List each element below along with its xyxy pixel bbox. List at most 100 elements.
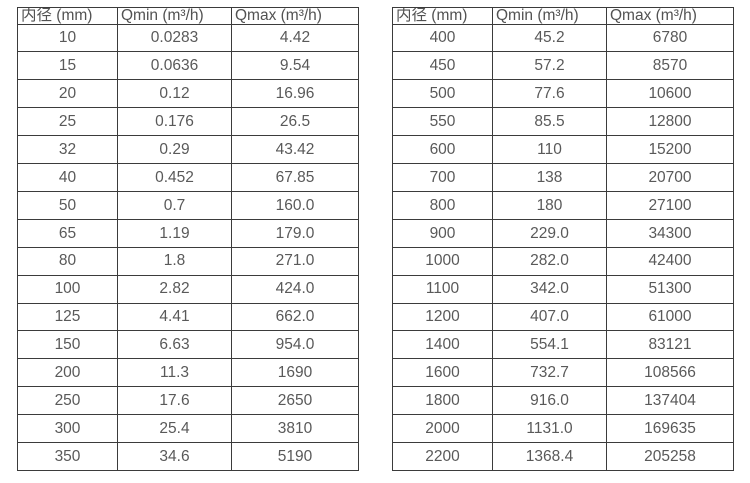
table-cell: 732.7 — [492, 358, 607, 388]
table-cell: 150 — [17, 330, 118, 360]
table-cell: 271.0 — [231, 246, 359, 276]
table-cell: 0.12 — [117, 79, 232, 109]
flow-table-left-header: 内径 (mm) Qmin (m³/h) Qmax (m³/h) — [17, 7, 359, 25]
table-row: 600 110 15200 — [392, 135, 734, 165]
table-cell: 1100 — [392, 274, 493, 304]
table-cell: 83121 — [606, 330, 734, 360]
table-row: 2000 1131.0 169635 — [392, 414, 734, 444]
table-cell: 80 — [17, 246, 118, 276]
table-cell: 25 — [17, 107, 118, 137]
table-row: 100 2.82 424.0 — [17, 274, 359, 304]
table-row: 50 0.7 160.0 — [17, 190, 359, 220]
table-row: 1000 282.0 42400 — [392, 246, 734, 276]
table-row: 40 0.452 67.85 — [17, 163, 359, 192]
col-header-qmax: Qmax (m³/h) — [606, 7, 734, 25]
flow-table-left: 内径 (mm) Qmin (m³/h) Qmax (m³/h) 10 0.0283… — [17, 7, 359, 471]
table-cell: 27100 — [606, 190, 734, 220]
table-cell: 40 — [17, 163, 118, 192]
table-cell: 3810 — [231, 414, 359, 444]
table-cell: 800 — [392, 190, 493, 220]
table-row: 32 0.29 43.42 — [17, 135, 359, 165]
table-cell: 0.0283 — [117, 23, 232, 53]
table-row: 10 0.0283 4.42 — [17, 23, 359, 53]
table-cell: 138 — [492, 163, 607, 192]
table-cell: 16.96 — [231, 79, 359, 109]
table-row: 250 17.6 2650 — [17, 386, 359, 416]
table-cell: 10600 — [606, 79, 734, 109]
table-cell: 250 — [17, 386, 118, 416]
table-cell: 1000 — [392, 246, 493, 276]
table-cell: 0.176 — [117, 107, 232, 137]
table-cell: 407.0 — [492, 302, 607, 332]
table-row: 80 1.8 271.0 — [17, 246, 359, 276]
table-cell: 916.0 — [492, 386, 607, 416]
table-row: 400 45.2 6780 — [392, 23, 734, 53]
table-row: 700 138 20700 — [392, 163, 734, 192]
table-row: 125 4.41 662.0 — [17, 302, 359, 332]
table-cell: 26.5 — [231, 107, 359, 137]
table-row: 1600 732.7 108566 — [392, 358, 734, 388]
col-header-qmin: Qmin (m³/h) — [117, 7, 232, 25]
flow-table-left-body: 10 0.0283 4.42 15 0.0636 9.54 20 0.12 16.96 25 0.1… — [17, 23, 359, 471]
table-cell: 43.42 — [231, 135, 359, 165]
table-row: 15 0.0636 9.54 — [17, 51, 359, 81]
table-cell: 179.0 — [231, 218, 359, 248]
table-row: 550 85.5 12800 — [392, 107, 734, 137]
col-header-diameter: 内径 (mm) — [17, 7, 118, 25]
table-cell: 32 — [17, 135, 118, 165]
col-header-qmax: Qmax (m³/h) — [231, 7, 359, 25]
table-cell: 11.3 — [117, 358, 232, 388]
flow-table-right-header: 内径 (mm) Qmin (m³/h) Qmax (m³/h) — [392, 7, 734, 25]
table-cell: 6.63 — [117, 330, 232, 360]
table-cell: 282.0 — [492, 246, 607, 276]
table-cell: 110 — [492, 135, 607, 165]
col-header-diameter: 内径 (mm) — [392, 7, 493, 25]
table-cell: 2650 — [231, 386, 359, 416]
table-cell: 554.1 — [492, 330, 607, 360]
table-cell: 57.2 — [492, 51, 607, 81]
table-cell: 1800 — [392, 386, 493, 416]
table-cell: 1690 — [231, 358, 359, 388]
table-cell: 2000 — [392, 414, 493, 444]
table-cell: 85.5 — [492, 107, 607, 137]
table-cell: 2200 — [392, 442, 493, 471]
table-cell: 25.4 — [117, 414, 232, 444]
table-cell: 42400 — [606, 246, 734, 276]
table-row: 20 0.12 16.96 — [17, 79, 359, 109]
table-cell: 34.6 — [117, 442, 232, 471]
table-cell: 350 — [17, 442, 118, 471]
table-cell: 5190 — [231, 442, 359, 471]
table-cell: 4.42 — [231, 23, 359, 53]
table-cell: 1131.0 — [492, 414, 607, 444]
table-row: 1200 407.0 61000 — [392, 302, 734, 332]
table-cell: 1600 — [392, 358, 493, 388]
table-cell: 169635 — [606, 414, 734, 444]
table-cell: 45.2 — [492, 23, 607, 53]
table-row: 1400 554.1 83121 — [392, 330, 734, 360]
table-cell: 0.452 — [117, 163, 232, 192]
table-cell: 200 — [17, 358, 118, 388]
table-cell: 229.0 — [492, 218, 607, 248]
table-cell: 954.0 — [231, 330, 359, 360]
table-cell: 400 — [392, 23, 493, 53]
table-cell: 1.8 — [117, 246, 232, 276]
table-cell: 600 — [392, 135, 493, 165]
table-cell: 2.82 — [117, 274, 232, 304]
table-cell: 20 — [17, 79, 118, 109]
table-cell: 67.85 — [231, 163, 359, 192]
col-header-qmin: Qmin (m³/h) — [492, 7, 607, 25]
table-cell: 6780 — [606, 23, 734, 53]
table-cell: 20700 — [606, 163, 734, 192]
table-row: 200 11.3 1690 — [17, 358, 359, 388]
flow-table-right: 内径 (mm) Qmin (m³/h) Qmax (m³/h) 400 45.2 6… — [392, 7, 734, 471]
table-row: 900 229.0 34300 — [392, 218, 734, 248]
table-row: 1100 342.0 51300 — [392, 274, 734, 304]
table-cell: 34300 — [606, 218, 734, 248]
table-row: 1800 916.0 137404 — [392, 386, 734, 416]
flow-table-right-body: 400 45.2 6780 450 57.2 8570 500 77.6 10600 550 85.… — [392, 23, 734, 471]
table-cell: 65 — [17, 218, 118, 248]
table-row: 2200 1368.4 205258 — [392, 442, 734, 471]
table-cell: 205258 — [606, 442, 734, 471]
table-cell: 50 — [17, 190, 118, 220]
